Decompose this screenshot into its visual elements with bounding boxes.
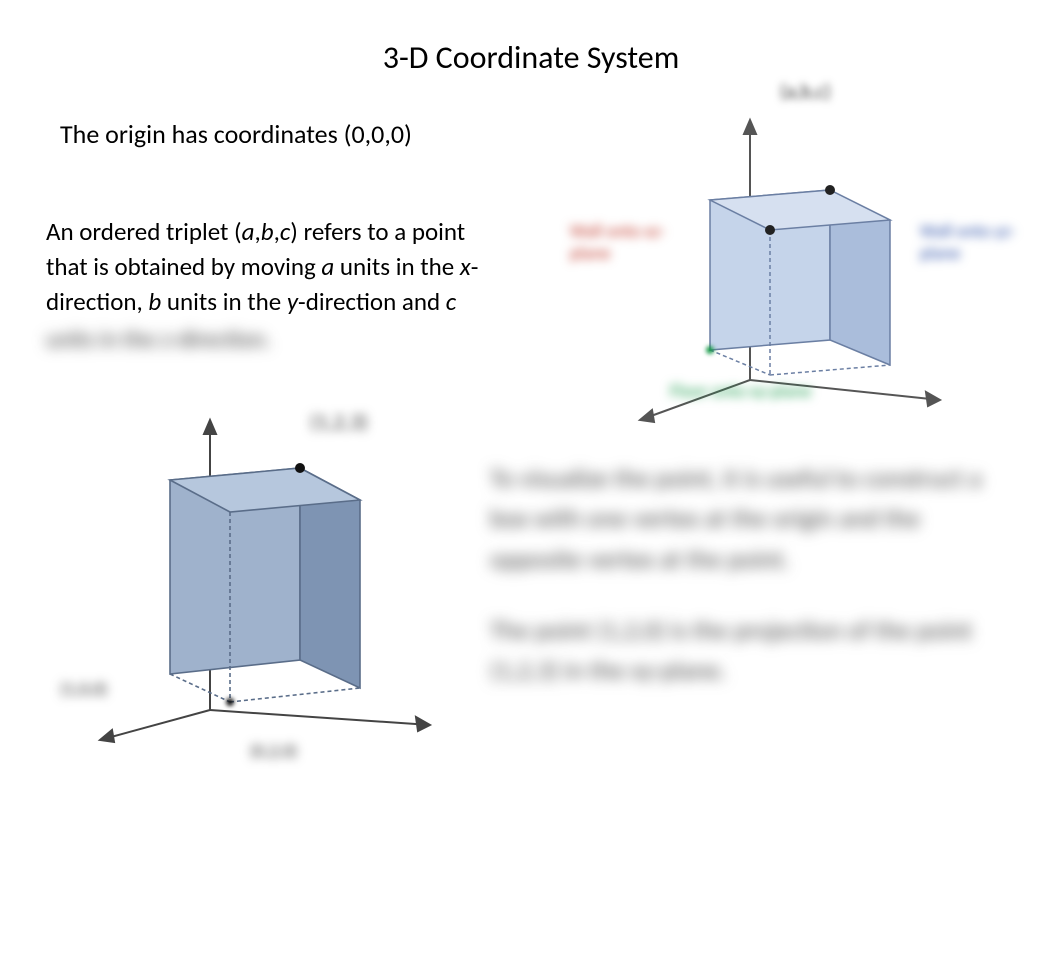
fig-left-point-label: (1,2,3) — [310, 408, 368, 435]
triplet-b2: b — [148, 286, 161, 317]
triplet-x: x — [460, 251, 471, 282]
origin-text: The origin has coordinates (0,0,0) — [60, 118, 412, 150]
blurred-paragraph-1: To visualize the point, it is useful to … — [490, 458, 1010, 579]
triplet-pre: An ordered triplet ( — [46, 216, 242, 247]
figure-left-svg — [50, 390, 450, 770]
blurred-paragraph-2: The point (1,2,0) is the projection of t… — [490, 610, 990, 691]
triplet-c: c — [280, 216, 290, 247]
triplet-post2: units in the — [334, 251, 460, 282]
figure-right-3d-box: Wall onto xz-plane Wall onto yz-plane Fl… — [560, 80, 1040, 440]
triplet-paragraph: An ordered triplet (a,b,c) refers to a p… — [46, 214, 506, 358]
triplet-y: y — [287, 286, 298, 317]
fig-left-label-bl: (1,0,0) — [60, 678, 107, 700]
triplet-post5: -direction and — [298, 286, 446, 317]
figure-left-3d-box: (1,2,3) (1,0,0) (0,2,0) — [50, 390, 450, 770]
fig-right-label-blue: Wall onto yz-plane — [920, 220, 1050, 264]
triplet-a2: a — [321, 251, 334, 282]
fig-right-point-label: (a,b,c) — [780, 80, 831, 104]
triplet-b: b — [261, 216, 274, 247]
triplet-a: a — [242, 216, 255, 247]
fig-right-label-green: Floor onto xy-plane — [670, 380, 830, 402]
triplet-post4: units in the — [161, 286, 287, 317]
triplet-c3: c — [446, 286, 456, 317]
triplet-tail-blurred: units in the z-direction. — [46, 325, 271, 354]
fig-left-label-br: (0,2,0) — [250, 740, 297, 762]
fig-right-label-red: Wall onto xz-plane — [570, 220, 690, 264]
page-title: 3-D Coordinate System — [0, 38, 1062, 77]
